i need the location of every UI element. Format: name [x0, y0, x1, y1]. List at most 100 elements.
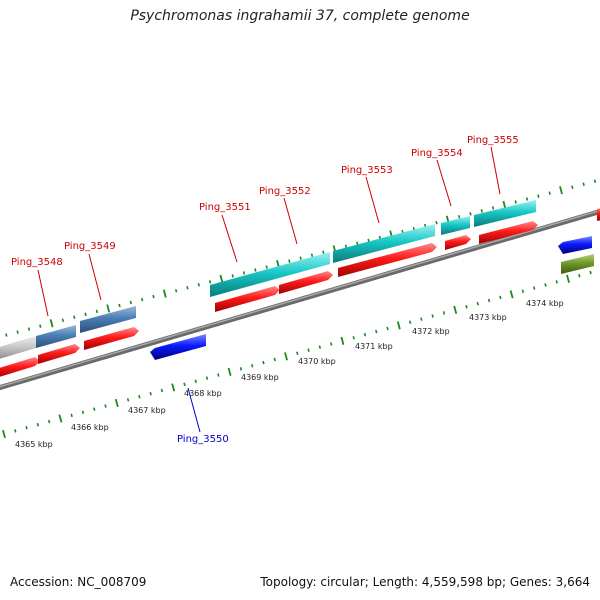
scale-label: 4371 kbp [355, 342, 393, 351]
minor-tick [239, 367, 243, 371]
minor-tick [571, 185, 574, 189]
minor-tick [231, 274, 234, 278]
cds-arrow[interactable] [0, 357, 40, 378]
scale-label: 4370 kbp [298, 357, 336, 366]
gene-label-ping-3550[interactable]: Ping_3550 [177, 434, 229, 445]
cds-arrow-reverse[interactable] [558, 236, 592, 254]
minor-tick [442, 311, 446, 315]
gene-label-ping-3553[interactable]: Ping_3553 [341, 165, 393, 176]
minor-tick [525, 197, 529, 201]
feature-block[interactable] [210, 252, 330, 297]
minor-tick [73, 315, 76, 320]
scale-label: 4373 kbp [469, 313, 507, 322]
minor-tick [104, 404, 107, 408]
minor-tick [95, 309, 99, 314]
feature-block[interactable] [36, 325, 76, 348]
minor-tick [205, 376, 209, 380]
gene-label-ping-3552[interactable]: Ping_3552 [259, 186, 311, 197]
cds-arrow-reverse[interactable] [150, 334, 206, 360]
feature-block[interactable] [597, 207, 600, 221]
minor-tick [16, 330, 19, 334]
gene-label-ping-3548[interactable]: Ping_3548 [11, 257, 63, 268]
feature-block[interactable] [0, 336, 36, 360]
major-tick [566, 274, 570, 283]
scale-label: 4368 kbp [184, 389, 222, 398]
minor-tick [197, 283, 200, 287]
cds-arrow[interactable] [215, 286, 280, 312]
map-title: Psychromonas ingrahamii 37, complete gen… [130, 8, 470, 24]
feature-block[interactable] [474, 200, 536, 227]
minor-tick [378, 235, 382, 240]
minor-tick [352, 336, 355, 340]
minor-tick [367, 238, 370, 243]
minor-tick [160, 388, 164, 393]
feature-block[interactable] [333, 224, 435, 263]
minor-tick [499, 295, 502, 300]
minor-tick [5, 333, 8, 337]
minor-tick [14, 429, 17, 433]
minor-tick [262, 360, 265, 365]
cds-arrow[interactable] [38, 344, 80, 364]
minor-tick [514, 200, 517, 204]
cds-arrow[interactable] [84, 327, 139, 350]
minor-tick [254, 268, 257, 272]
cds-arrow[interactable] [445, 235, 471, 250]
genome-backbone [0, 208, 600, 391]
feature-block[interactable] [80, 306, 136, 333]
minor-tick [582, 182, 585, 187]
scale-label: 4367 kbp [128, 406, 166, 415]
gene-label-ping-3549[interactable]: Ping_3549 [64, 241, 116, 252]
major-tick [171, 383, 176, 392]
minor-tick [47, 419, 51, 424]
minor-tick [36, 422, 40, 427]
cds-arrow[interactable] [338, 243, 437, 277]
reverse-cds-track [150, 236, 594, 360]
major-tick [340, 336, 345, 345]
minor-tick [310, 253, 314, 257]
minor-tick [537, 194, 540, 198]
minor-tick [578, 273, 581, 278]
gene-labels: Ping_3548 Ping_3549 Ping_3550 Ping_3551 … [11, 135, 519, 445]
minor-tick [217, 373, 220, 377]
minor-tick [344, 244, 348, 249]
gene-label-ping-3555[interactable]: Ping_3555 [467, 135, 519, 146]
minor-tick [186, 285, 189, 290]
minor-tick [589, 270, 592, 275]
major-tick [162, 289, 167, 298]
minor-tick [435, 220, 438, 225]
major-tick [396, 321, 401, 330]
feature-block[interactable] [441, 216, 470, 235]
minor-tick [548, 191, 551, 195]
cds-arrow[interactable] [279, 271, 333, 294]
minor-tick [386, 326, 389, 331]
minor-tick [457, 215, 461, 219]
major-tick [559, 186, 563, 195]
scale-label: 4374 kbp [526, 299, 564, 308]
minor-tick [296, 351, 299, 356]
minor-tick [356, 241, 359, 246]
minor-tick [250, 363, 254, 368]
minor-tick [25, 426, 28, 430]
cds-arrow[interactable] [479, 221, 538, 244]
gene-label-ping-3554[interactable]: Ping_3554 [411, 148, 463, 159]
gene-label-ping-3551[interactable]: Ping_3551 [199, 202, 251, 213]
feature-block[interactable] [561, 254, 594, 274]
minor-tick [469, 212, 472, 216]
forward-cds-track [0, 221, 538, 378]
scale-label: 4372 kbp [412, 327, 450, 336]
minor-tick [532, 286, 536, 290]
minor-tick [273, 357, 276, 362]
minor-tick [491, 206, 495, 210]
minor-tick [307, 348, 310, 352]
minor-tick [375, 329, 378, 334]
minor-tick [408, 320, 412, 325]
scale-label: 4365 kbp [15, 440, 53, 449]
minor-tick [118, 303, 121, 308]
scale-label: 4369 kbp [241, 373, 279, 382]
minor-tick [288, 259, 291, 263]
genome-summary-text: Topology: circular; Length: 4,559,598 bp… [260, 575, 590, 589]
scale-labels: 4365 kbp 4366 kbp 4367 kbp 4368 kbp 4369… [15, 299, 564, 449]
minor-tick [174, 288, 178, 293]
